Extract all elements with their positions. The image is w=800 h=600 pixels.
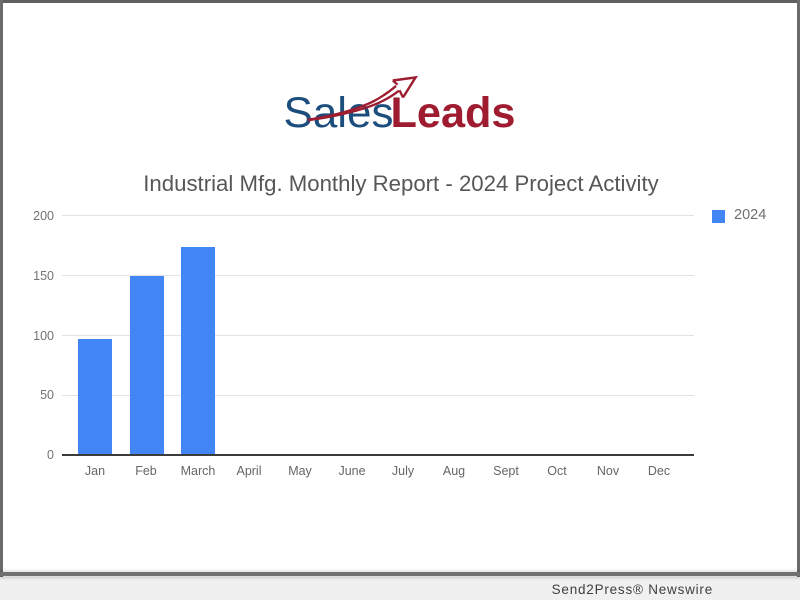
svg-text:Leads: Leads [391, 90, 516, 137]
